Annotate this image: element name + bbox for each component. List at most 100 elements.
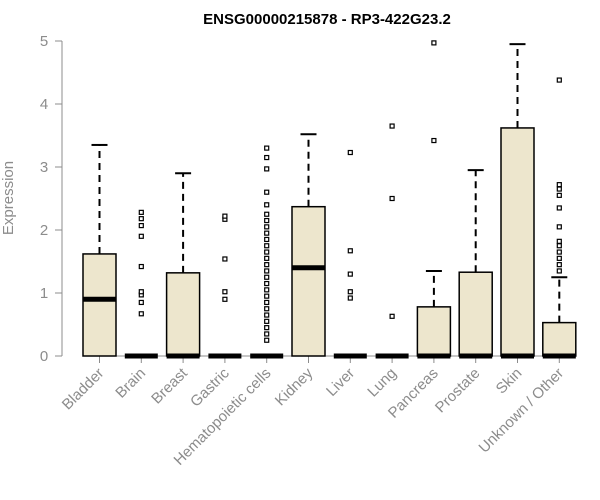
outlier-point xyxy=(347,289,353,295)
outlier-point xyxy=(264,166,270,172)
box-body xyxy=(165,272,201,357)
x-tick-label: Prostate xyxy=(432,365,484,417)
outlier-point xyxy=(264,293,270,299)
outlier-point xyxy=(264,211,270,217)
outlier-point xyxy=(264,202,270,208)
outlier-point xyxy=(138,263,144,270)
box-body xyxy=(291,205,326,357)
outlier-point xyxy=(556,77,562,83)
x-tick-label: Skin xyxy=(493,365,526,398)
x-tick-label: Kidney xyxy=(272,364,317,409)
x-tick-label: Lung xyxy=(364,365,400,401)
outlier-point xyxy=(264,224,270,230)
outlier-point xyxy=(389,123,395,129)
y-axis: 0 1 2 3 4 5 xyxy=(40,33,63,365)
outlier-point xyxy=(138,209,144,215)
chart-title: ENSG00000215878 - RP3-422G23.2 xyxy=(203,11,451,28)
outlier-point xyxy=(222,256,228,262)
outlier-point xyxy=(264,274,270,280)
outlier-point xyxy=(264,287,270,293)
box-group xyxy=(124,209,158,359)
y-tick-label: 1 xyxy=(40,285,48,302)
outlier-point xyxy=(264,337,270,343)
outlier-point xyxy=(264,236,270,243)
outlier-point xyxy=(264,255,270,261)
outlier-point xyxy=(264,325,270,331)
box-group xyxy=(165,172,201,359)
outlier-point xyxy=(264,312,270,318)
outlier-point xyxy=(556,268,562,274)
outlier-point xyxy=(222,296,228,302)
outlier-point xyxy=(138,216,144,222)
outlier-point xyxy=(264,145,270,151)
outlier-point xyxy=(264,243,270,249)
box-group xyxy=(542,77,577,359)
box-group xyxy=(500,43,535,359)
box-body xyxy=(500,127,535,357)
outlier-point xyxy=(264,189,270,195)
x-tick-label: Brain xyxy=(112,365,149,402)
outlier-point xyxy=(264,154,270,161)
outlier-point xyxy=(264,230,270,236)
outlier-point xyxy=(556,262,562,268)
y-axis-label: Expression xyxy=(0,161,17,235)
outlier-point xyxy=(347,149,353,156)
y-tick-label: 3 xyxy=(40,159,48,176)
outlier-point xyxy=(431,137,437,144)
y-tick-label: 0 xyxy=(40,348,48,365)
outlier-point xyxy=(264,262,270,268)
outlier-point xyxy=(264,249,270,255)
x-tick-label: Bladder xyxy=(59,365,108,414)
outlier-point xyxy=(347,271,353,277)
x-tick-label: Liver xyxy=(323,365,358,400)
outlier-point xyxy=(389,313,395,319)
box-series xyxy=(82,40,577,359)
outlier-point xyxy=(389,195,395,202)
box-body xyxy=(458,271,493,357)
outlier-point xyxy=(264,217,270,224)
outlier-point xyxy=(138,222,144,229)
y-tick-label: 5 xyxy=(40,33,48,50)
box-body xyxy=(82,253,117,357)
outlier-point xyxy=(556,205,562,211)
outlier-point xyxy=(138,233,144,239)
box-group xyxy=(458,169,493,359)
outlier-point xyxy=(556,192,562,198)
box-group xyxy=(333,149,367,359)
outlier-point xyxy=(222,289,228,295)
outlier-point xyxy=(431,40,437,46)
outlier-point xyxy=(264,318,270,324)
outlier-point xyxy=(556,238,562,244)
outlier-point xyxy=(264,280,270,287)
outlier-point xyxy=(138,289,144,295)
outlier-point xyxy=(556,255,562,261)
outlier-point xyxy=(264,331,270,337)
y-tick-label: 2 xyxy=(40,222,48,239)
outlier-point xyxy=(556,186,562,192)
outlier-point xyxy=(556,224,562,230)
outlier-point xyxy=(264,268,270,274)
outlier-point xyxy=(138,299,144,306)
box-group xyxy=(82,143,117,357)
outlier-point xyxy=(222,213,228,219)
outlier-point xyxy=(556,182,562,188)
outlier-point xyxy=(264,306,270,312)
box-group xyxy=(375,123,409,359)
box-group xyxy=(416,40,452,359)
outlier-point xyxy=(138,311,144,317)
box-group xyxy=(250,145,284,359)
outlier-point xyxy=(347,295,353,301)
box-body xyxy=(542,321,577,357)
outlier-point xyxy=(556,249,562,255)
x-tick-label: Breast xyxy=(148,364,191,407)
y-tick-label: 4 xyxy=(40,96,48,113)
box-body xyxy=(416,306,452,357)
outlier-point xyxy=(556,243,562,249)
box-group xyxy=(208,213,242,359)
outlier-point xyxy=(264,299,270,306)
outlier-point xyxy=(347,248,353,254)
box-group xyxy=(291,133,326,357)
